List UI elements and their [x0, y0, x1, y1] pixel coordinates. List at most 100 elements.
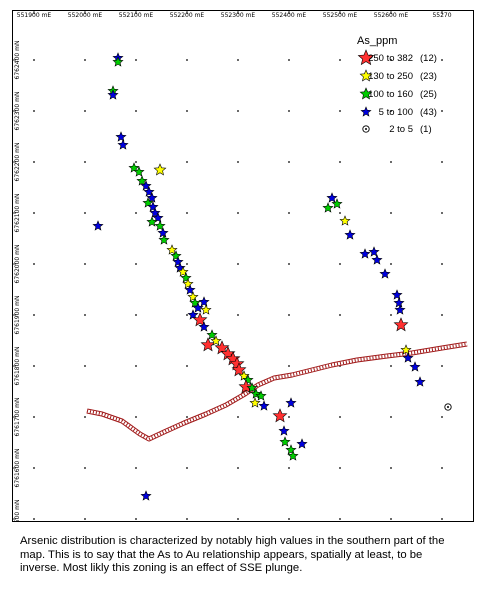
- grid-dot: [186, 263, 188, 265]
- grid-dot: [33, 110, 35, 112]
- grid-dot: [135, 314, 137, 316]
- y-tick-label: 6761600 mN: [14, 449, 21, 488]
- grid-dot: [441, 518, 443, 520]
- x-tick-label: 552400 mE: [272, 12, 307, 19]
- grid-dot: [33, 518, 35, 520]
- grid-dot: [135, 263, 137, 265]
- sample-star-icon: [187, 291, 199, 302]
- legend-item: 5 to 100 (43): [360, 106, 437, 118]
- grid-dot: [186, 314, 188, 316]
- sample-star-icon: [210, 335, 222, 346]
- grid-dot: [186, 212, 188, 214]
- legend-item: 2 to 5 (1): [362, 124, 432, 135]
- x-tick-label: 55270: [432, 12, 451, 19]
- sample-star-icon: [154, 220, 166, 231]
- sample-star-icon: [149, 207, 161, 218]
- x-axis-ticks: 551900 mE 552000 mE 552100 mE 552200 mE 5523…: [17, 10, 452, 19]
- sample-star-icon: [278, 425, 290, 436]
- sample-star-icon: [249, 397, 261, 408]
- grid-dot: [186, 518, 188, 520]
- grid-dot: [135, 161, 137, 163]
- sample-points: [92, 52, 452, 501]
- grid-dot: [135, 518, 137, 520]
- grid-dot: [441, 365, 443, 367]
- sample-star-icon: [180, 272, 192, 283]
- sample-star-icon: [402, 352, 414, 363]
- y-tick-label: 6761800 mN: [14, 347, 21, 386]
- sample-star-icon: [285, 444, 297, 455]
- grid-dot: [288, 416, 290, 418]
- sample-star-icon: [331, 198, 343, 209]
- sample-star-icon: [250, 388, 262, 399]
- sample-star-icon: [146, 192, 158, 203]
- grid-dot: [33, 314, 35, 316]
- map-legend: As_ppm 250 to 382 (12) 130 to 250 (23) 100 t…: [357, 35, 437, 135]
- grid-dot: [84, 110, 86, 112]
- grid-dot: [390, 110, 392, 112]
- grid-dot: [84, 314, 86, 316]
- sample-star-icon: [146, 216, 158, 227]
- grid-dot: [237, 518, 239, 520]
- grid-dot: [339, 212, 341, 214]
- x-tick-label: 552600 mE: [374, 12, 409, 19]
- sample-star-icon: [242, 374, 254, 385]
- sample-star-icon: [339, 215, 351, 226]
- grid-dot: [33, 365, 35, 367]
- grid-dot: [237, 110, 239, 112]
- sample-star-icon: [143, 186, 155, 197]
- legend-title: As_ppm: [357, 35, 397, 47]
- grid-dot: [390, 212, 392, 214]
- circle-dot-icon: [362, 125, 370, 133]
- y-tick-label: 6761500 mN: [14, 500, 21, 522]
- sample-star-icon: [198, 296, 210, 307]
- grid-dot: [339, 263, 341, 265]
- star-icon: [360, 106, 372, 117]
- sample-star-icon: [258, 400, 270, 411]
- grid-dot: [390, 518, 392, 520]
- grid-dot: [237, 416, 239, 418]
- legend-item: 250 to 382 (12): [357, 49, 437, 66]
- grid-dot: [441, 416, 443, 418]
- sample-star-icon: [379, 268, 391, 279]
- grid-dot: [339, 518, 341, 520]
- sample-star-icon: [152, 212, 164, 223]
- grid-dot: [33, 212, 35, 214]
- grid-dot: [441, 110, 443, 112]
- grid-dot: [135, 110, 137, 112]
- legend-count: (43): [420, 107, 437, 118]
- x-tick-label: 552300 mE: [221, 12, 256, 19]
- grid-dot: [33, 416, 35, 418]
- legend-item: 130 to 250 (23): [359, 69, 437, 82]
- y-tick-label: 6761900 mN: [14, 296, 21, 335]
- grid-dot: [186, 416, 188, 418]
- sample-star-icon: [192, 302, 204, 313]
- grid-dot: [237, 314, 239, 316]
- sample-star-icon: [115, 131, 127, 142]
- legend-range: 130 to 250: [368, 71, 413, 82]
- grid-dot: [339, 110, 341, 112]
- x-tick-label: 552200 mE: [170, 12, 205, 19]
- grid-dots: [33, 59, 443, 520]
- legend-range: 2 to 5: [389, 124, 413, 135]
- grid-dot: [237, 212, 239, 214]
- grid-dot: [441, 467, 443, 469]
- grid-dot: [84, 365, 86, 367]
- sample-star-icon: [147, 201, 159, 212]
- star-icon: [359, 87, 373, 100]
- sample-star-icon: [322, 202, 334, 213]
- grid-dot: [390, 263, 392, 265]
- sample-star-icon: [140, 180, 152, 191]
- grid-dot: [288, 161, 290, 163]
- y-tick-label: 6762100 mN: [14, 194, 21, 233]
- grid-dot: [237, 263, 239, 265]
- sample-star-icon: [107, 89, 119, 100]
- sample-star-icon: [192, 312, 208, 327]
- map-caption: Arsenic distribution is characterized by…: [20, 535, 445, 575]
- legend-item: 100 to 160 (25): [359, 87, 437, 100]
- x-tick-label: 551900 mE: [17, 12, 52, 19]
- grid-dot: [84, 416, 86, 418]
- arsenic-map: 551900 mE 552000 mE 552100 mE 552200 mE 5523…: [12, 10, 474, 522]
- grid-dot: [237, 59, 239, 61]
- sample-star-icon: [112, 56, 124, 67]
- y-tick-label: 6761700 mN: [14, 398, 21, 437]
